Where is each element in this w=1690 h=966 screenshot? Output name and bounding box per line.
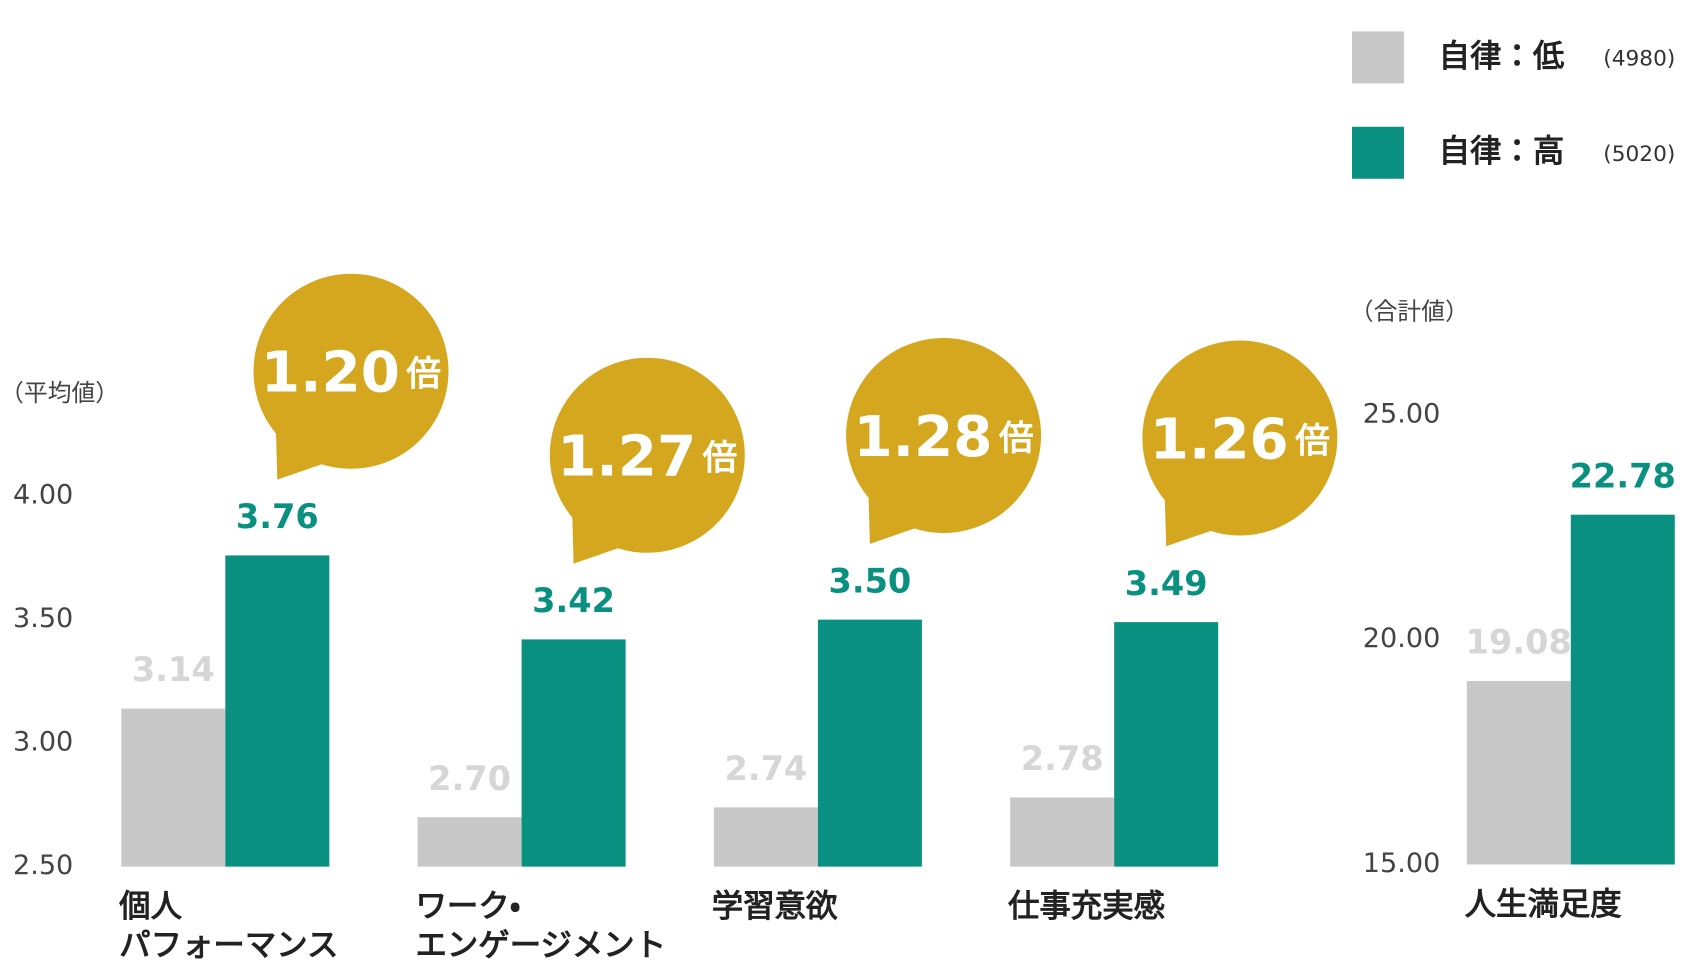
y-tick-label: 2.50: [13, 850, 73, 881]
x-tick-label: 個人 パフォーマンス: [119, 887, 339, 964]
bar: [417, 817, 522, 867]
ratio-label: 1.26 倍: [1150, 407, 1330, 472]
bar: [1114, 622, 1219, 867]
ratio-label: 1.20 倍: [261, 340, 441, 405]
value-label: 3.14: [132, 650, 215, 689]
y-tick-label: 20.00: [1363, 623, 1441, 654]
x-tick-label: 人生満足度: [1464, 885, 1622, 922]
ratio-bubble: [253, 273, 449, 469]
y-axis-label: （平均値）: [0, 379, 119, 407]
ratio-bubble: [846, 337, 1042, 533]
y-tick-label: 4.00: [13, 480, 73, 511]
legend-swatch: [1351, 126, 1404, 179]
ratio-label: 1.27 倍: [557, 424, 737, 489]
bar: [1466, 681, 1571, 865]
x-tick-label: ワーク・ エンゲージメント: [415, 887, 667, 964]
value-label: 3.76: [236, 497, 319, 536]
bar: [1010, 797, 1115, 867]
legend-label: 自律：低: [1439, 38, 1565, 74]
text-part: 1.26: [1150, 407, 1289, 472]
ratio-label: 1.28 倍: [853, 404, 1033, 469]
text-part: 倍: [702, 439, 738, 479]
bar: [713, 807, 818, 867]
y-tick-label: 15.00: [1363, 848, 1441, 879]
value-label: 2.78: [1021, 739, 1104, 778]
y-tick-label: 25.00: [1363, 398, 1441, 429]
y-axis-label: （合計値）: [1350, 298, 1469, 326]
value-label: 3.50: [828, 561, 911, 600]
ratio-bubble: [1142, 340, 1338, 536]
text-part: 1.27: [557, 424, 696, 489]
value-label: 22.78: [1570, 456, 1676, 495]
text-part: 倍: [998, 419, 1034, 459]
text-part: 倍: [1294, 421, 1330, 461]
value-label: 3.42: [532, 581, 615, 620]
bar: [121, 708, 226, 867]
value-label: 19.08: [1466, 623, 1572, 662]
text-part: 1.28: [853, 404, 992, 469]
text-part: 倍: [405, 355, 441, 395]
x-tick-label: 仕事充実感: [1008, 887, 1166, 925]
legend-sample: (5020): [1603, 142, 1675, 167]
text-part: 1.20: [261, 340, 400, 405]
legend-label: 自律：高: [1439, 134, 1565, 170]
legend-sample: (4980): [1603, 47, 1675, 72]
y-tick-label: 3.50: [13, 603, 73, 634]
bar: [225, 555, 330, 867]
value-label: 2.74: [724, 749, 807, 788]
value-label: 2.70: [428, 759, 511, 798]
bar: [521, 639, 626, 867]
ratio-bubble: [549, 357, 745, 553]
bar: [1570, 514, 1675, 865]
bar: [817, 619, 922, 867]
value-label: 3.49: [1125, 564, 1208, 603]
y-tick-label: 3.00: [13, 727, 73, 758]
x-tick-label: 学習意欲: [711, 887, 838, 925]
legend-swatch: [1351, 31, 1404, 84]
